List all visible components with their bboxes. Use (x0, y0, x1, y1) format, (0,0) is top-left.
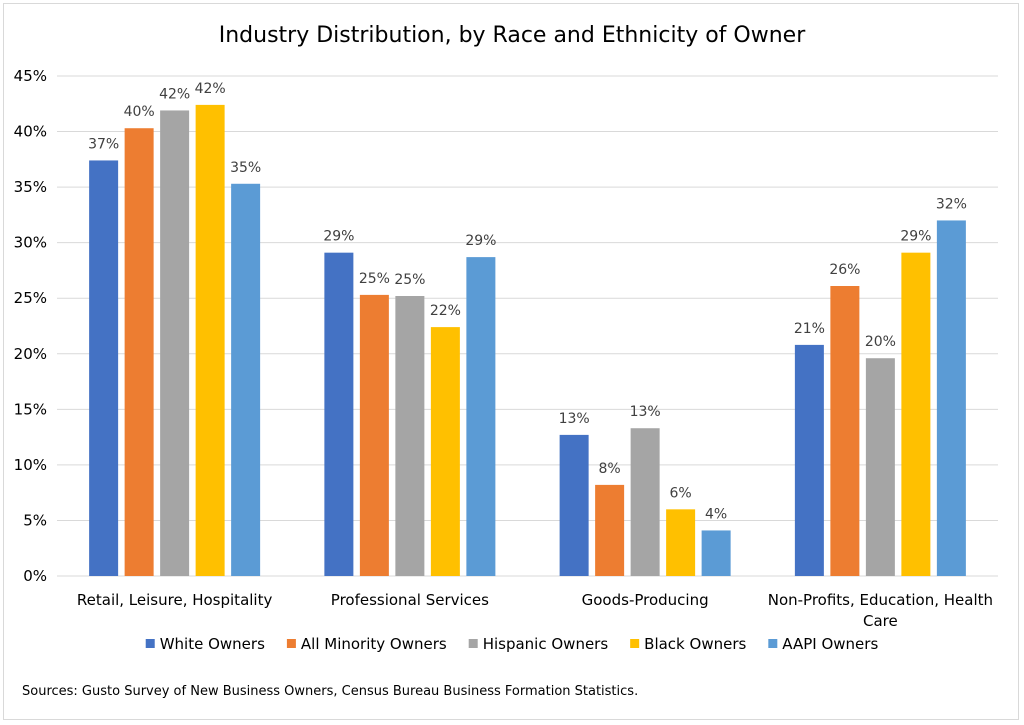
y-tick-label: 10% (14, 456, 47, 474)
bar (231, 183, 261, 576)
data-label: 29% (323, 229, 354, 245)
bar (395, 296, 425, 576)
bar (630, 428, 660, 576)
data-label: 42% (159, 86, 190, 102)
legend-label: All Minority Owners (301, 635, 447, 653)
legend-swatch (630, 639, 640, 648)
data-label: 25% (359, 271, 390, 287)
bar (359, 294, 389, 576)
legend-label: Hispanic Owners (483, 635, 609, 653)
bar (124, 128, 154, 576)
data-label: 8% (599, 461, 621, 477)
category-labels: Retail, Leisure, Hospitality Professional… (77, 591, 993, 630)
legend-swatch (286, 639, 296, 648)
bar (559, 434, 589, 576)
y-tick-label: 25% (14, 289, 47, 307)
bar (595, 484, 625, 576)
y-tick-label: 30% (14, 234, 47, 252)
data-label: 35% (230, 160, 261, 176)
category-label: Retail, Leisure, Hospitality (77, 591, 273, 609)
data-label: 26% (829, 262, 860, 278)
legend-swatch (145, 639, 155, 648)
data-label: 37% (88, 136, 119, 152)
legend-label: Black Owners (644, 635, 746, 653)
category-label: Non-Profits, Education, Health (768, 591, 993, 609)
data-label: 20% (865, 334, 896, 350)
bar (666, 509, 696, 576)
data-label: 42% (195, 81, 226, 97)
legend-swatch (768, 639, 778, 648)
bar (430, 327, 460, 576)
data-label: 13% (559, 411, 590, 427)
bar (89, 160, 119, 576)
data-label: 21% (794, 321, 825, 337)
data-label: 32% (936, 196, 967, 212)
bars-group (89, 104, 966, 576)
y-tick-label: 45% (14, 67, 47, 85)
legend-swatch (468, 639, 478, 648)
bar (160, 110, 190, 576)
bar (701, 530, 731, 576)
data-label: 40% (124, 104, 155, 120)
bar (830, 286, 860, 576)
data-label: 13% (630, 404, 661, 420)
source-note: Sources: Gusto Survey of New Business Ow… (22, 684, 638, 699)
legend-label: AAPI Owners (782, 635, 878, 653)
category-label: Professional Services (331, 591, 489, 609)
y-tick-label: 35% (14, 178, 47, 196)
data-label: 29% (900, 229, 931, 245)
data-label: 4% (705, 506, 727, 522)
y-tick-label: 20% (14, 345, 47, 363)
data-label: 29% (465, 233, 496, 249)
data-labels-group: 37%40%42% 42%35%29%25% 25%22%29%13%8%13%6%… (88, 81, 967, 523)
y-tick-label: 15% (14, 400, 47, 418)
bar (466, 257, 496, 576)
bar (901, 252, 931, 576)
data-label: 22% (430, 303, 461, 319)
y-tick-label: 0% (23, 567, 47, 585)
y-tick-label: 40% (14, 123, 47, 141)
y-axis-ticks: 0% 5% 10% 15% 20% 25% 30% 35% 40% 45% (14, 67, 47, 585)
y-tick-label: 5% (23, 511, 47, 529)
chart-title: Industry Distribution, by Race and Ethni… (219, 23, 806, 48)
bar (324, 252, 354, 576)
legend-label: White Owners (160, 635, 265, 653)
bar (865, 358, 895, 576)
bar (936, 220, 966, 576)
category-label: Goods-Producing (582, 591, 709, 609)
bar (195, 104, 225, 576)
category-label: Care (863, 612, 898, 630)
bar (794, 344, 824, 576)
data-label: 6% (670, 485, 692, 501)
legend: White Owners All Minority Owners Hispanic … (145, 635, 878, 653)
data-label: 25% (394, 272, 425, 288)
